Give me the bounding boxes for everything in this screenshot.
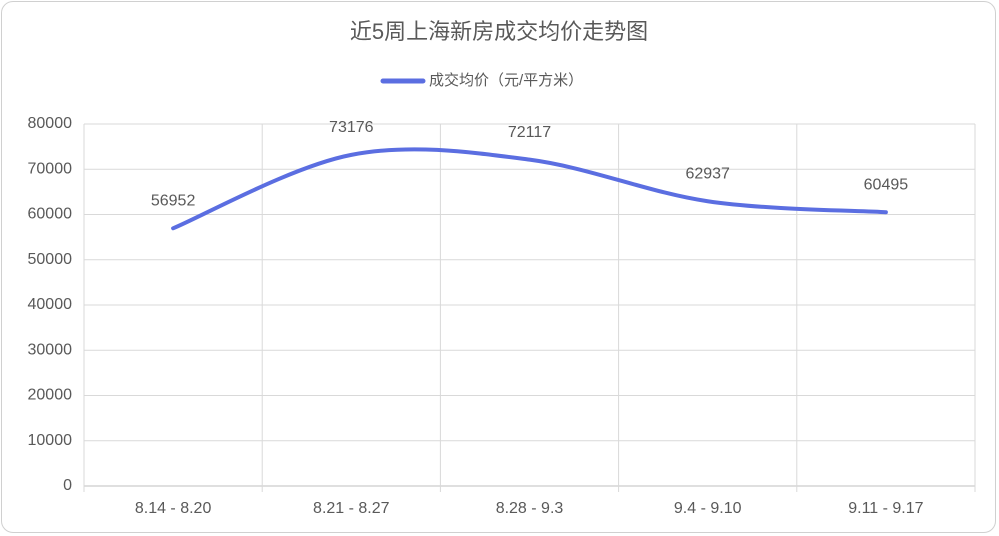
y-tick-label: 80000 [28,115,73,132]
data-label: 73176 [329,119,374,136]
y-tick-label: 10000 [28,432,73,449]
x-tick-label: 8.21 - 8.27 [313,500,390,517]
chart-title: 近5周上海新房成交均价走势图 [350,19,648,44]
x-tick-label: 9.4 - 9.10 [674,500,742,517]
y-tick-label: 50000 [28,251,73,268]
x-tick-label: 8.28 - 9.3 [496,500,564,517]
data-label: 60495 [864,176,909,193]
x-tick-label: 9.11 - 9.17 [848,500,923,517]
data-label: 62937 [685,165,730,182]
data-label: 56952 [151,193,196,210]
data-label: 72117 [508,124,551,141]
y-tick-label: 70000 [28,160,73,177]
y-tick-label: 20000 [28,387,73,404]
y-tick-label: 0 [63,477,72,494]
y-tick-label: 30000 [28,341,73,358]
y-tick-label: 60000 [28,206,73,223]
y-tick-label: 40000 [28,296,73,313]
x-tick-label: 8.14 - 8.20 [135,500,212,517]
legend-label: 成交均价（元/平方米） [429,71,583,89]
line-series [171,147,888,231]
